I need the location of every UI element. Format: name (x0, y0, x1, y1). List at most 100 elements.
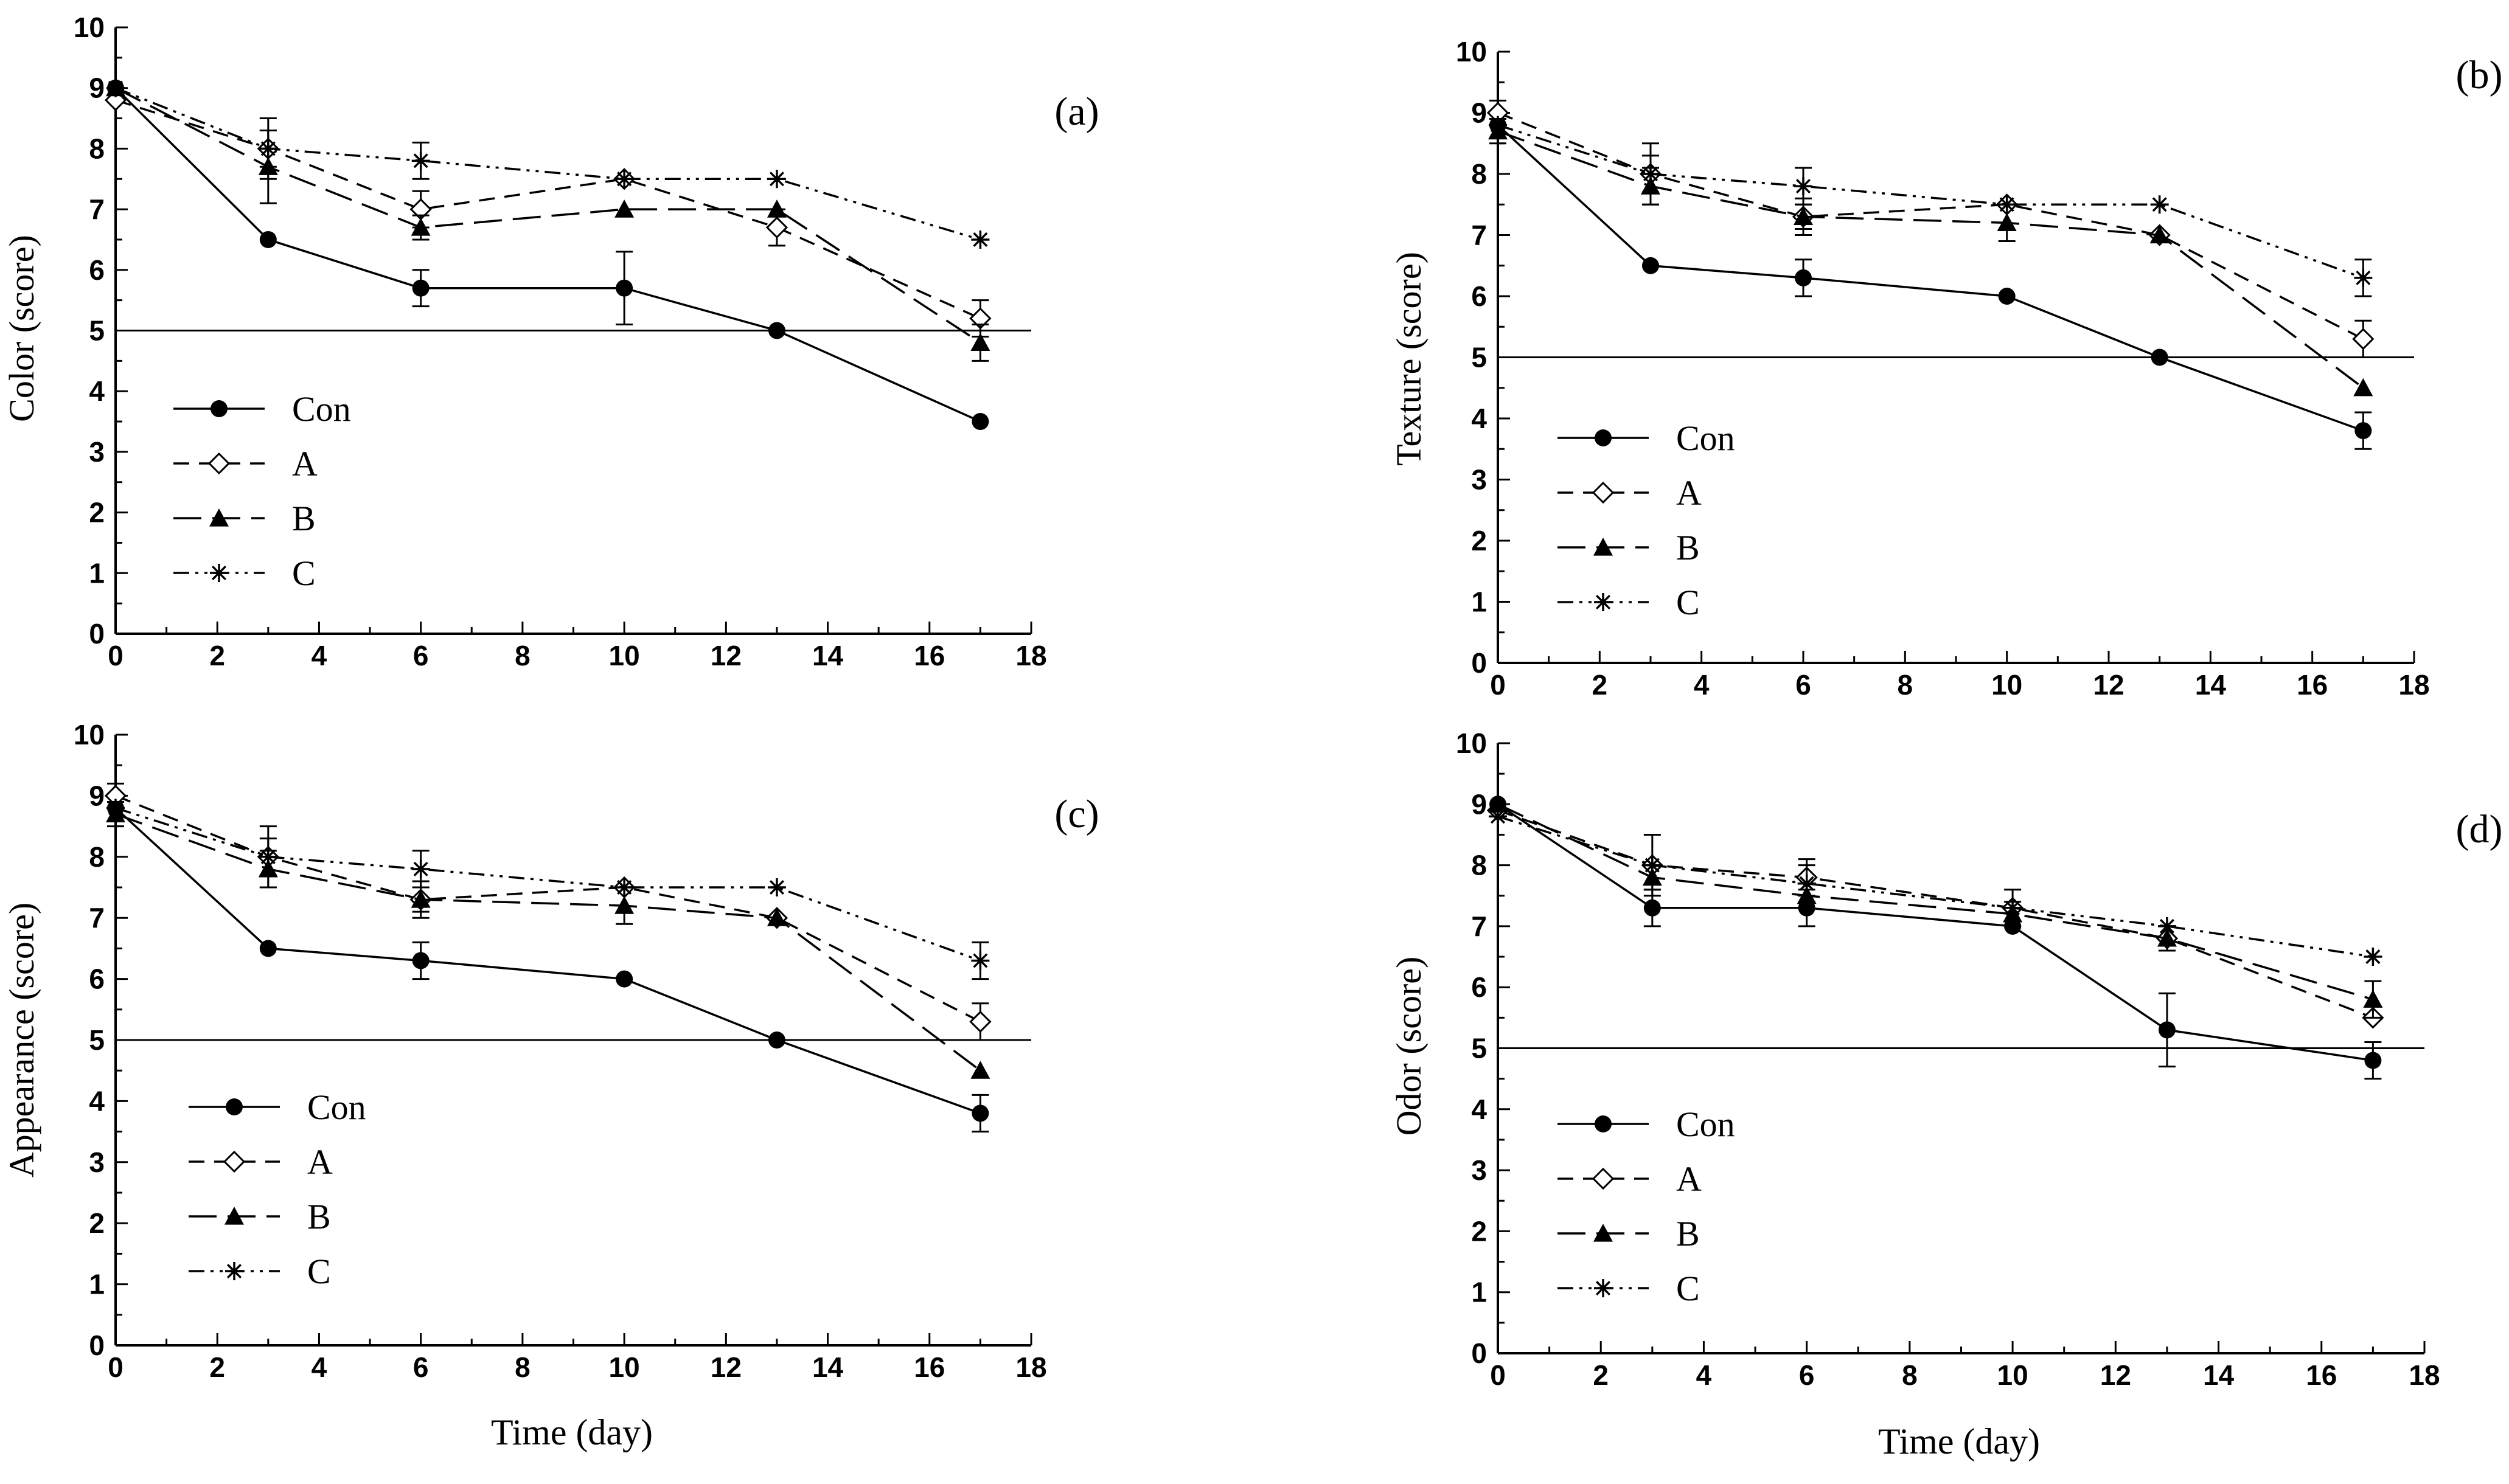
x-tick-label: 6 (413, 640, 429, 671)
series-line (1497, 809, 2374, 1019)
y-tick-label: 3 (89, 1146, 105, 1178)
marker-circle (1998, 288, 2016, 305)
legend-label: C (1676, 583, 1700, 622)
marker-triangle (1593, 1224, 1613, 1242)
legend: Con ABC (189, 1087, 366, 1291)
panel-label: (a) (1054, 89, 1099, 134)
y-tick-label: 4 (1471, 403, 1487, 434)
x-tick-label: 14 (2203, 1359, 2235, 1391)
marker-asterisk (259, 139, 277, 158)
marker-triangle (767, 199, 787, 218)
marker-triangle (1593, 538, 1613, 556)
x-tick-label: 16 (2297, 669, 2328, 701)
series-line (115, 813, 981, 1072)
marker-asterisk (1794, 177, 1812, 196)
marker-triangle (411, 218, 431, 236)
x-tick-label: 8 (1898, 669, 1913, 701)
marker-circle (412, 279, 430, 297)
legend-label: C (1676, 1269, 1700, 1308)
marker-circle (259, 231, 277, 248)
legend: Con ABC (173, 389, 351, 593)
x-tick-label: 18 (2398, 669, 2429, 701)
marker-diamond (1592, 1167, 1615, 1190)
series-c (1489, 116, 2373, 297)
marker-asterisk (1797, 874, 1816, 893)
series-line (1497, 803, 2373, 1062)
marker-asterisk (225, 1262, 243, 1280)
marker-circle (412, 952, 430, 969)
x-tick-label: 10 (1991, 669, 2022, 701)
panel-label: (d) (2456, 807, 2503, 851)
marker-circle (226, 1098, 243, 1115)
legend-label: C (307, 1252, 331, 1291)
marker-triangle (970, 1061, 990, 1079)
y-tick-label: 1 (1471, 586, 1487, 618)
x-tick-label: 8 (515, 1351, 531, 1383)
y-tick-label: 3 (1471, 1154, 1487, 1186)
marker-triangle (767, 908, 787, 926)
marker-asterisk (106, 78, 125, 97)
x-tick-label: 14 (812, 1351, 844, 1383)
marker-circle (2158, 1021, 2176, 1039)
y-axis-label: Appearance (score) (2, 903, 41, 1177)
marker-asterisk (1997, 195, 2016, 214)
x-tick-label: 8 (1902, 1359, 1918, 1391)
x-tick-label: 12 (2100, 1359, 2131, 1391)
y-tick-label: 6 (89, 963, 105, 995)
chart-panel-d: 0 2 4 6 8 10 12 14 16 18012345678910ConABC(d)Odor… (1389, 727, 2502, 1461)
marker-diamond (969, 1010, 992, 1033)
y-tick-label: 0 (1471, 1337, 1487, 1369)
y-tick-label: 10 (74, 12, 105, 43)
series-b (106, 800, 990, 1079)
marker-asterisk (210, 564, 228, 582)
y-tick-label: 2 (1471, 1215, 1487, 1247)
series-a (1486, 799, 2384, 1029)
x-tick-label: 0 (1490, 669, 1506, 701)
x-axis-label: Time (day) (1878, 1421, 2040, 1461)
marker-circle (259, 940, 277, 957)
y-tick-label: 1 (1471, 1277, 1487, 1308)
series-con (107, 79, 989, 431)
legend-label: A (1676, 1159, 1702, 1199)
x-tick-label: 0 (1490, 1359, 1506, 1391)
x-tick-label: 14 (2195, 669, 2227, 701)
legend-label: A (292, 444, 318, 484)
x-tick-label: 2 (209, 640, 225, 671)
x-tick-label: 16 (914, 1351, 945, 1383)
marker-circle (211, 400, 228, 417)
x-tick-label: 4 (1696, 1359, 1712, 1391)
panel-label: (b) (2456, 53, 2503, 97)
y-tick-label: 0 (1471, 647, 1487, 679)
series-line (1497, 803, 2373, 1000)
y-tick-label: 8 (89, 841, 105, 873)
chart-panel-c: 0 2 4 6 8 10 12 14 16 18012345678910ConABC(c)Appe… (2, 719, 1099, 1452)
y-tick-label: 1 (89, 1269, 105, 1300)
y-tick-label: 10 (74, 719, 105, 751)
y-tick-label: 1 (89, 557, 105, 589)
marker-asterisk (259, 847, 277, 866)
x-tick-label: 10 (609, 1351, 640, 1383)
series-line (115, 794, 981, 1023)
marker-circle (2364, 1052, 2382, 1069)
x-tick-label: 4 (311, 1351, 327, 1383)
y-tick-label: 6 (1471, 971, 1487, 1003)
marker-asterisk (2003, 898, 2022, 917)
y-tick-label: 3 (1471, 464, 1487, 496)
marker-triangle (614, 896, 635, 914)
y-tick-label: 7 (89, 193, 105, 225)
marker-asterisk (1489, 807, 1507, 826)
y-tick-label: 7 (1471, 910, 1487, 942)
marker-asterisk (2150, 195, 2169, 214)
y-tick-label: 8 (1471, 850, 1487, 881)
marker-circle (616, 279, 633, 297)
series-line (115, 806, 981, 962)
series-c (106, 78, 990, 249)
x-tick-label: 10 (1997, 1359, 2028, 1391)
y-tick-label: 5 (1471, 342, 1487, 373)
chart-panel-b: 0 2 4 6 8 10 12 14 16 18012345678910ConABC(b)Text… (1389, 36, 2502, 701)
legend-label: C (292, 553, 316, 593)
x-tick-label: 4 (311, 640, 327, 671)
marker-triangle (1997, 213, 2017, 231)
marker-triangle (1488, 794, 1508, 813)
